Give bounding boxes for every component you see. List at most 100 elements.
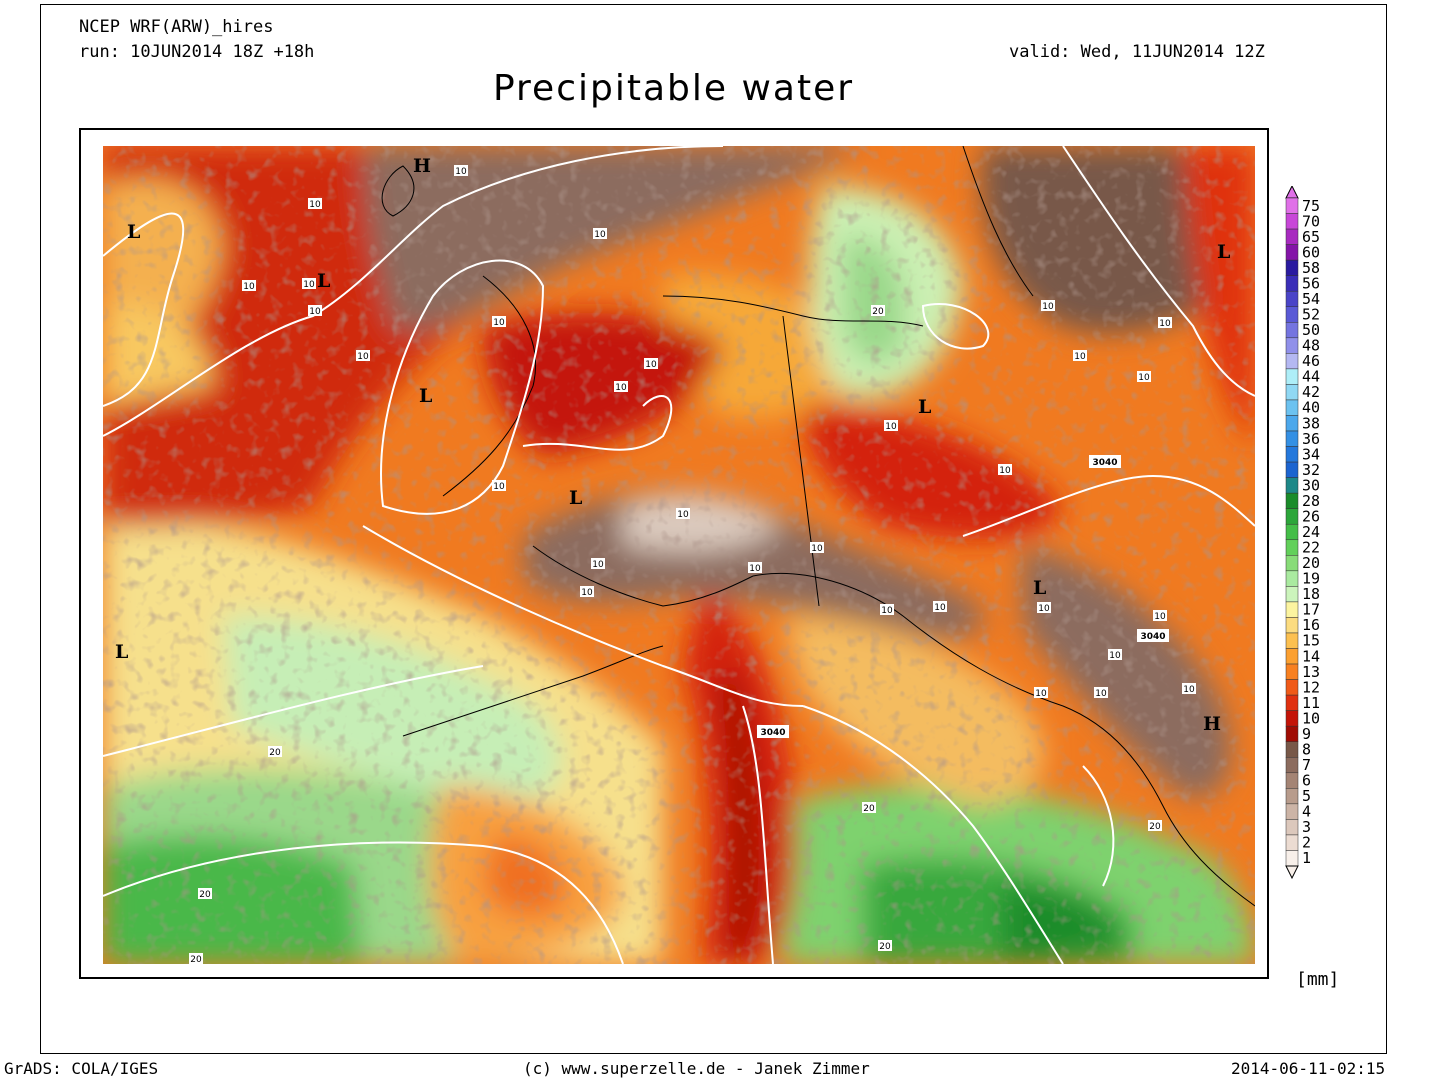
footer-timestamp: 2014-06-11-02:15 bbox=[1231, 1059, 1386, 1078]
legend-swatch bbox=[1285, 306, 1299, 323]
legend-label: 24 bbox=[1302, 523, 1320, 541]
contour-label: 10 bbox=[1074, 352, 1086, 362]
legend-label: 7 bbox=[1302, 756, 1311, 774]
legend-swatch bbox=[1285, 663, 1299, 680]
contour-label: 10 bbox=[1138, 373, 1150, 383]
legend-label: 54 bbox=[1302, 290, 1320, 308]
contour-labels: 10 10 10 10 10 10 10 10 10 10 10 10 10 1… bbox=[189, 165, 1196, 964]
legend-swatch bbox=[1285, 819, 1299, 836]
contour-label: 20 bbox=[269, 748, 281, 758]
legend-label: 26 bbox=[1302, 507, 1320, 525]
low-label: L bbox=[569, 487, 582, 509]
legend-swatch bbox=[1285, 725, 1299, 742]
legend-label: 18 bbox=[1302, 585, 1320, 603]
legend-label: 2 bbox=[1302, 834, 1311, 852]
contour-label: 20 bbox=[190, 955, 202, 964]
contour-label: 10 bbox=[615, 383, 627, 393]
legend-label: 5 bbox=[1302, 787, 1311, 805]
legend-label: 13 bbox=[1302, 663, 1320, 681]
legend-label: 14 bbox=[1302, 647, 1320, 665]
legend-label: 4 bbox=[1302, 803, 1311, 821]
legend-swatch bbox=[1285, 555, 1299, 572]
legend-swatch bbox=[1285, 461, 1299, 478]
legend-label: 20 bbox=[1302, 554, 1320, 572]
contour-label: 10 bbox=[357, 352, 369, 362]
legend-swatch bbox=[1285, 399, 1299, 416]
coastlines bbox=[381, 146, 1255, 907]
legend-swatch bbox=[1285, 757, 1299, 774]
legend-label: 19 bbox=[1302, 570, 1320, 588]
legend-swatch bbox=[1285, 446, 1299, 463]
high-label: H bbox=[1203, 713, 1221, 735]
legend-swatch bbox=[1285, 601, 1299, 618]
legend-swatch bbox=[1285, 539, 1299, 556]
contour-label: 10 bbox=[309, 307, 321, 317]
contour-label: 10 bbox=[1042, 302, 1054, 312]
legend-label: 70 bbox=[1302, 212, 1320, 230]
precipitable-water-map: L L L L L L L L H H 10 10 10 10 10 10 10… bbox=[103, 146, 1255, 964]
legend-swatch bbox=[1285, 679, 1299, 696]
contour-label: 10 bbox=[581, 588, 593, 598]
contour-label: 10 bbox=[493, 482, 505, 492]
contour-label: 10 bbox=[1095, 689, 1107, 699]
model-name: NCEP WRF(ARW)_hires bbox=[79, 17, 274, 37]
legend-swatch bbox=[1285, 508, 1299, 525]
legend-label: 44 bbox=[1302, 368, 1320, 386]
legend-swatch bbox=[1285, 244, 1299, 261]
legend-swatch bbox=[1285, 492, 1299, 509]
legend-label: 10 bbox=[1302, 709, 1320, 727]
legend-swatch bbox=[1285, 741, 1299, 758]
legend-label: 9 bbox=[1302, 725, 1311, 743]
legend-swatch bbox=[1285, 228, 1299, 245]
contour-label: 10 bbox=[881, 606, 893, 616]
legend-swatch bbox=[1285, 415, 1299, 432]
pressure-labels: L L L L L L L L H H bbox=[115, 155, 1230, 735]
legend-swatch bbox=[1285, 337, 1299, 354]
legend-swatch bbox=[1285, 353, 1299, 370]
legend-label: 60 bbox=[1302, 243, 1320, 261]
low-label: L bbox=[1217, 241, 1230, 263]
contour-label: 10 bbox=[749, 564, 761, 574]
legend-swatch bbox=[1285, 368, 1299, 385]
legend-label: 34 bbox=[1302, 445, 1320, 463]
legend-swatch bbox=[1285, 290, 1299, 307]
height-label: 3040 bbox=[1140, 632, 1165, 642]
legend-label: 12 bbox=[1302, 678, 1320, 696]
legend-swatch bbox=[1285, 384, 1299, 401]
legend-swatch bbox=[1285, 617, 1299, 634]
footer-left: GrADS: COLA/IGES bbox=[4, 1059, 159, 1078]
legend-label: 16 bbox=[1302, 616, 1320, 634]
legend-label: 28 bbox=[1302, 492, 1320, 510]
contour-label: 10 bbox=[999, 466, 1011, 476]
contour-label: 10 bbox=[493, 318, 505, 328]
contour-label: 10 bbox=[303, 280, 315, 290]
color-legend: 75 70 65 60 58 56 54 52 50 48 46 44 42 40 38 36 34 32 30 28… bbox=[1284, 184, 1354, 886]
legend-swatch bbox=[1285, 803, 1299, 820]
low-label: L bbox=[1033, 577, 1046, 599]
legend-swatch bbox=[1285, 197, 1299, 214]
legend-swatch bbox=[1285, 586, 1299, 603]
contour-label: 10 bbox=[1109, 651, 1121, 661]
plot-frame bbox=[40, 4, 1387, 1054]
legend-label: 8 bbox=[1302, 740, 1311, 758]
contour-label: 20 bbox=[879, 942, 891, 952]
contour-label: 10 bbox=[885, 422, 897, 432]
legend-label: 30 bbox=[1302, 476, 1320, 494]
terrain-texture bbox=[103, 146, 1255, 964]
footer-credit: (c) www.superzelle.de - Janek Zimmer bbox=[523, 1059, 870, 1078]
legend-swatch bbox=[1285, 477, 1299, 494]
contour-label: 10 bbox=[1159, 319, 1171, 329]
low-label: L bbox=[419, 385, 432, 407]
legend-swatch bbox=[1285, 710, 1299, 727]
legend-label: 15 bbox=[1302, 632, 1320, 650]
low-label: L bbox=[317, 270, 330, 292]
legend-label: 22 bbox=[1302, 539, 1320, 557]
valid-time: valid: Wed, 11JUN2014 12Z bbox=[1009, 42, 1265, 62]
contour-label: 10 bbox=[592, 560, 604, 570]
map-title: Precipitable water bbox=[492, 68, 855, 109]
legend-label: 48 bbox=[1302, 337, 1320, 355]
contour-label: 20 bbox=[1149, 822, 1161, 832]
height-labels: 3040 3040 3040 bbox=[757, 455, 1169, 738]
legend-swatch bbox=[1285, 275, 1299, 292]
legend-swatch bbox=[1285, 322, 1299, 339]
